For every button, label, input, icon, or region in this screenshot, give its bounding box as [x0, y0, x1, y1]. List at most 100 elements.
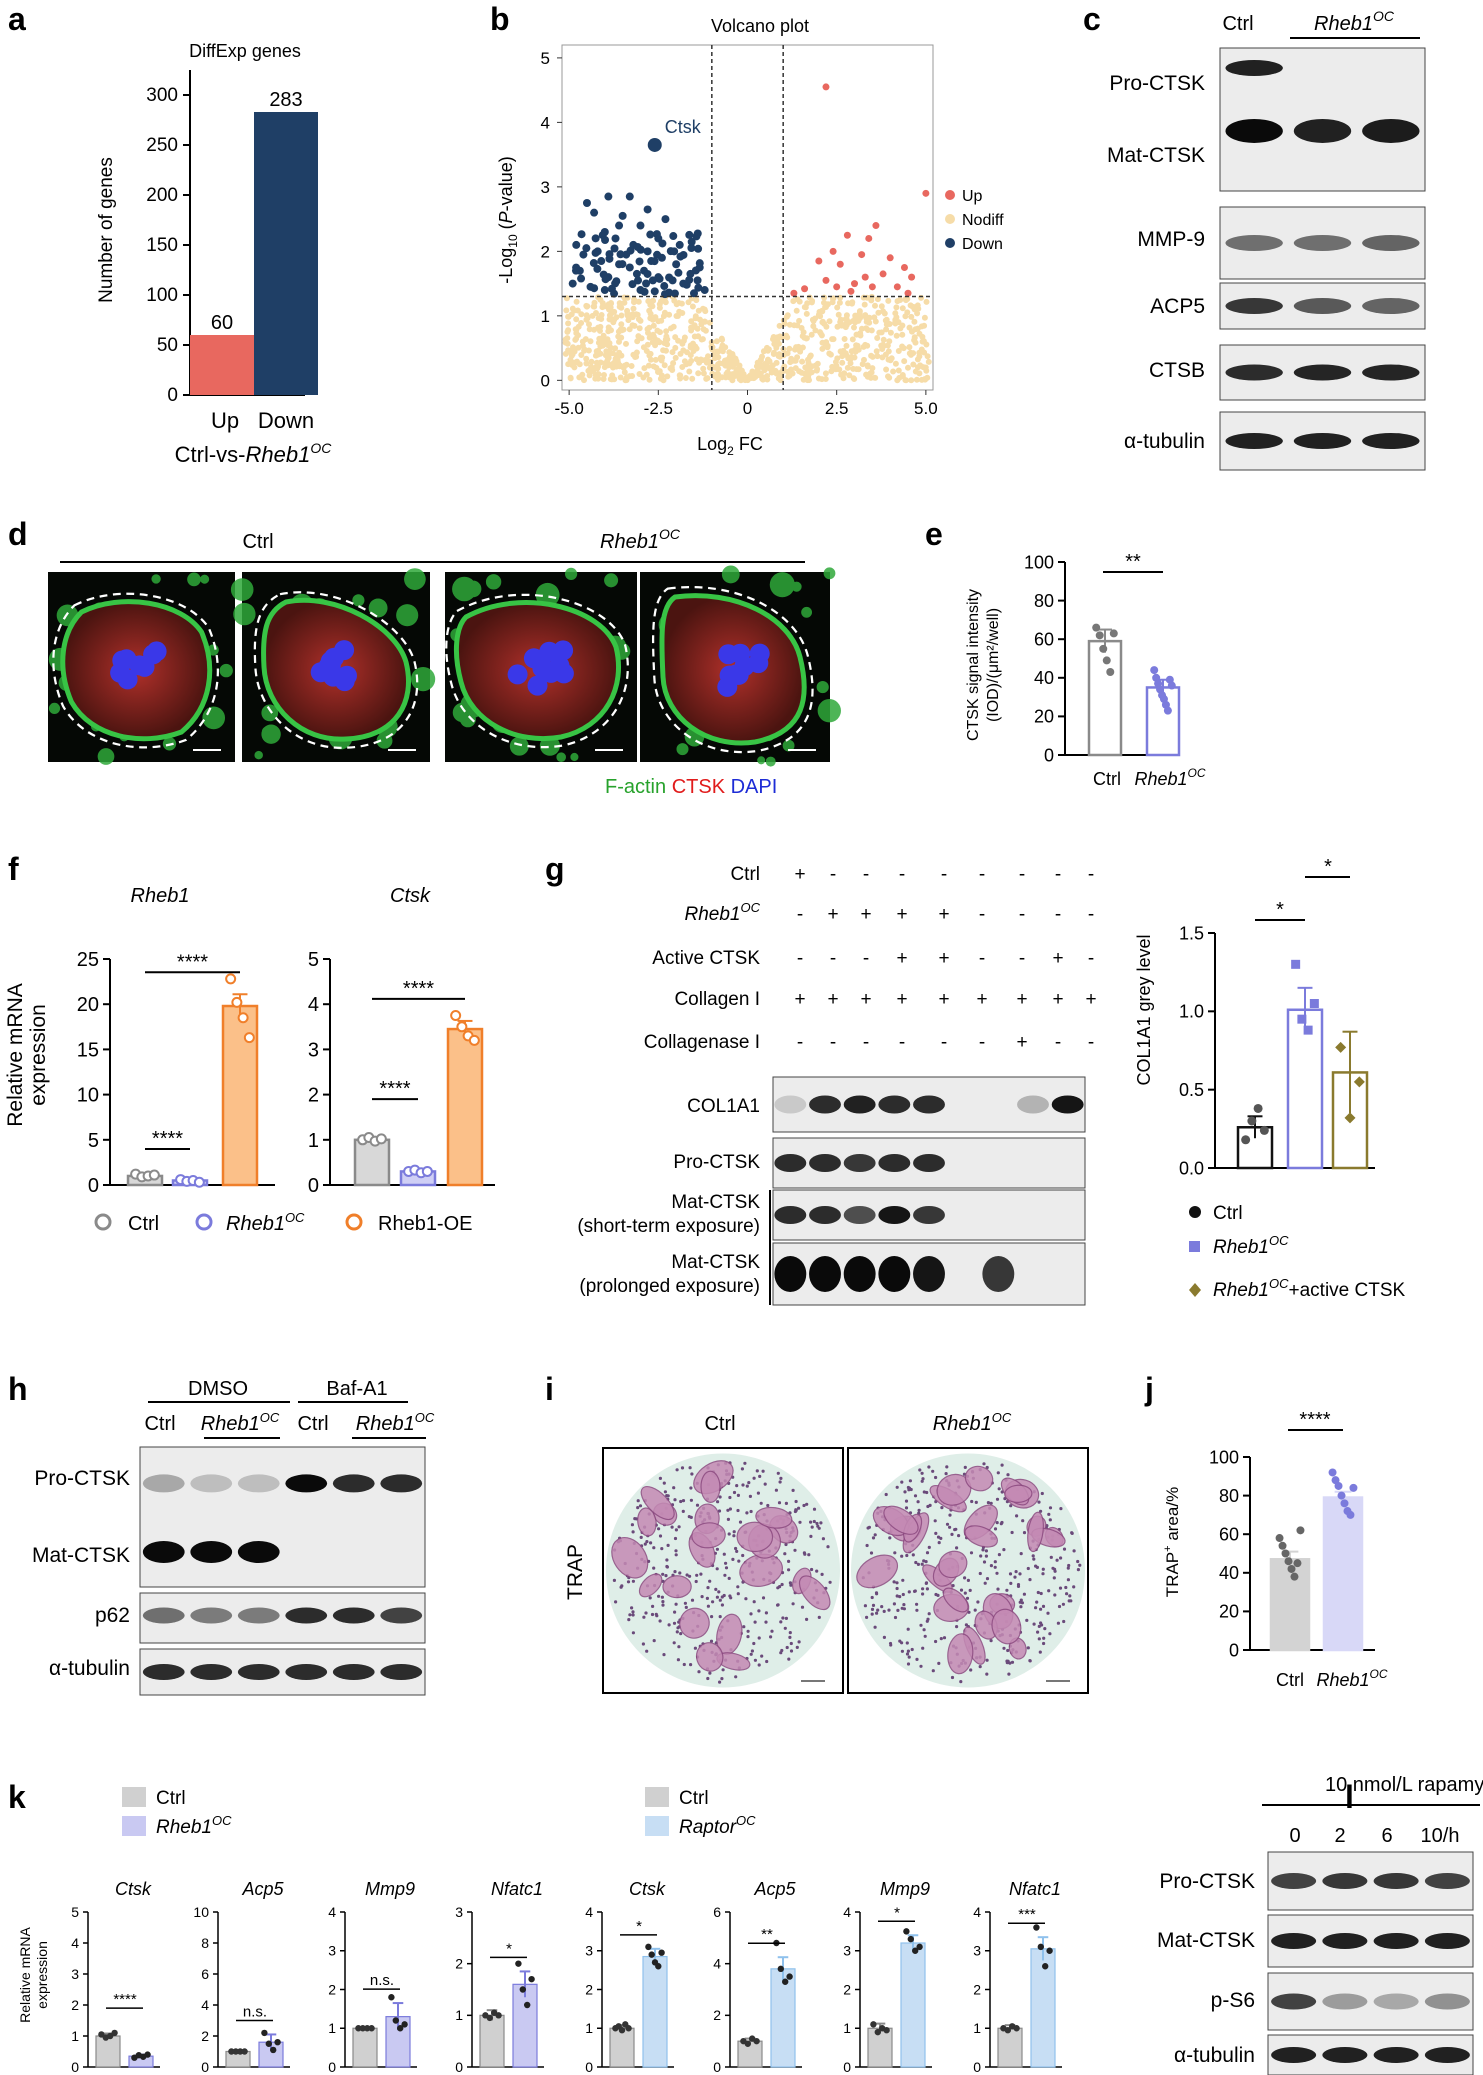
- panel-g-sign-0-8: -: [1088, 864, 1094, 885]
- panel-b-up-point-15: [868, 283, 876, 291]
- panel-b-down-point-extra-26: [577, 230, 586, 239]
- panel-g-band-3-0: [774, 1256, 807, 1292]
- panel-k-6-point-1-3: [916, 1943, 923, 1951]
- panel-i-trap-cell-1-25: [1004, 1484, 1033, 1503]
- panel-b-down-point-12: [579, 250, 588, 259]
- panel-k-3-point-1-1: [519, 1986, 526, 1993]
- panel-h-genotype-2: Rheb1OC: [356, 1410, 435, 1435]
- panel-l-band-3-1: [1322, 2047, 1368, 2063]
- panel-g-sign-0-0: +: [794, 864, 805, 885]
- panel-j-point-1-6: [1346, 1510, 1355, 1519]
- panel-k-6-point-1-0: [903, 1928, 910, 1935]
- panel-f-1-ytick-label-2: 2: [308, 1085, 319, 1107]
- panel-h-row-label-1: Mat-CTSK: [32, 1544, 130, 1567]
- panel-g-sign-2-8: -: [1088, 948, 1094, 969]
- panel-g-point-0-3: [1259, 1125, 1269, 1135]
- legend-down-label: Down: [962, 236, 1003, 253]
- panel-d-cell-outline-3: [651, 586, 814, 754]
- panel-k-7-bar-0: [997, 2027, 1023, 2068]
- panel-b-xlabel: Log2 FC: [697, 434, 763, 458]
- panel-e-point-0-5: [1109, 629, 1118, 638]
- panel-g-band-0-6: [1017, 1095, 1049, 1114]
- panel-g-sign-1-5: -: [979, 904, 985, 925]
- panel-b-down-point-37: [675, 240, 684, 249]
- panel-b-down-point-5: [618, 211, 627, 220]
- panel-b-down-point-extra-22: [591, 234, 600, 243]
- panel-h-band-2-0-5: [380, 1664, 423, 1680]
- panel-k-subplot-title-4: Ctsk: [629, 1879, 666, 1899]
- panel-g-band-3-2: [843, 1256, 876, 1292]
- panel-letter-b: b: [490, 1, 510, 37]
- panel-k-1-ytick-label-4: 8: [201, 1935, 209, 1951]
- panel-k-5-bar-1: [770, 1968, 796, 2068]
- panel-h-lane-ctrl-2: Ctrl: [297, 1413, 328, 1435]
- legend-up-marker: [945, 190, 955, 200]
- panel-g-collagen-assay: Ctrl + - - - - - - - - Rheb1OC - + + + + - - - - Active CTSK…: [577, 856, 1406, 1306]
- panel-k-1-ytick-label-5: 10: [193, 1904, 209, 1920]
- panel-b-up-point-16: [893, 283, 901, 291]
- legend-down-marker: [945, 238, 955, 248]
- legend-rheb-marker: [195, 1213, 213, 1231]
- panel-g-ytick-label-2: 1.0: [1179, 1002, 1204, 1022]
- panel-k-3-sig-label: *: [506, 1940, 512, 1957]
- panel-b-up-point-12: [908, 273, 916, 281]
- panel-f-0-ytick-label-2: 10: [77, 1085, 99, 1107]
- panel-k-2-point-1-3: [401, 2021, 408, 2028]
- panel-g-ytick-label-3: 1.5: [1179, 923, 1204, 943]
- panel-j-ylabel: TRAP+ area/%: [1162, 1487, 1182, 1597]
- panel-b-ytick-label-2: 2: [541, 242, 550, 261]
- panel-i-trap-cell-1-17: [883, 1505, 919, 1535]
- panel-e-bar-chart: 0 20 40 60 80 100 ** Ctrl Rheb1OC CTSK signal in…: [965, 551, 1206, 789]
- panel-g-sign-4-6: +: [1016, 1032, 1027, 1053]
- panel-g-band-1-1: [809, 1154, 841, 1172]
- panel-a-bar-chart: DiffExp genes 0 50 100 150 200 250 300 60 283 N…: [96, 41, 332, 467]
- panel-l-band-2-0: [1271, 1993, 1317, 2010]
- panel-k-7-point-1-1: [1037, 1943, 1045, 1951]
- panel-d-nuclei-1: [310, 640, 357, 692]
- panel-g-band-1-4: [913, 1154, 945, 1172]
- panel-b-up-point-8: [815, 257, 823, 265]
- panel-i-trap-cell-0-21: [755, 1506, 793, 1529]
- panel-k-4-point-1-1: [648, 1951, 655, 1958]
- panel-a-xlabel: Ctrl-vs-Rheb1OC: [175, 440, 333, 467]
- panel-c-band-1-0-0: [1225, 235, 1283, 251]
- panel-f-1-bar-0: [353, 1138, 391, 1187]
- panel-k-2-point-0-1: [359, 2025, 366, 2032]
- panel-b-ytick-label-1: 1: [541, 307, 550, 326]
- panel-b-xtick-label-2: 0: [743, 399, 752, 418]
- panel-l-band-1-2: [1373, 1933, 1419, 1949]
- legend-oe-marker: [345, 1213, 363, 1231]
- panel-l-band-2-2: [1373, 1993, 1419, 2010]
- panel-c-band-2-0-0: [1225, 298, 1283, 314]
- panel-b-down-point-extra-4: [618, 260, 627, 269]
- panel-j-bar-0: [1269, 1558, 1311, 1652]
- panel-f-1-sig-label-ko: ****: [379, 1078, 410, 1100]
- panel-g-sign-1-6: -: [1019, 904, 1025, 925]
- panel-b-up-point-7: [886, 254, 894, 262]
- panel-g-sign-2-1: -: [830, 948, 836, 969]
- panel-k-2-ytick-label-1: 1: [328, 2020, 336, 2036]
- panel-g-ytick-label-0: 0.0: [1179, 1158, 1204, 1178]
- panel-g-band-1-0: [774, 1154, 807, 1172]
- panel-f-0-point-2-1: [231, 996, 243, 1008]
- panel-f-0-sig-label-ko: ****: [152, 1128, 183, 1150]
- panel-b-xtick-label-0: -5.0: [554, 399, 583, 418]
- panel-b-down-point-extra-48: [611, 279, 620, 288]
- panel-h-row-label-0: Pro-CTSK: [34, 1467, 130, 1490]
- panel-l-band-1-0: [1271, 1933, 1317, 1949]
- panel-k-subplot-5: Acp5 0 2 4 6 **: [713, 1879, 802, 2075]
- panel-g-sign-1-0: -: [797, 904, 803, 925]
- panel-e-point-0-1: [1095, 631, 1104, 640]
- panel-e-point-0-2: [1099, 644, 1108, 653]
- panel-k-1-point-0-3: [241, 2048, 248, 2055]
- panel-j-ytick-label-0: 0: [1229, 1640, 1239, 1660]
- panel-k-7-point-1-3: [1046, 1947, 1053, 1954]
- panel-j-point-1-4: [1340, 1499, 1349, 1508]
- panel-h-band-1-0-1: [190, 1607, 233, 1624]
- panel-c-band-4-0-0: [1225, 433, 1283, 449]
- panel-b-down-point-extra-15: [635, 257, 644, 266]
- panel-l-row-label-3: α-tubulin: [1174, 2044, 1255, 2067]
- legend-rheb-label: Rheb1OC: [226, 1210, 305, 1235]
- panel-b-down-point-extra-45: [590, 284, 599, 293]
- panel-f-1-point-2-1: [456, 1021, 468, 1033]
